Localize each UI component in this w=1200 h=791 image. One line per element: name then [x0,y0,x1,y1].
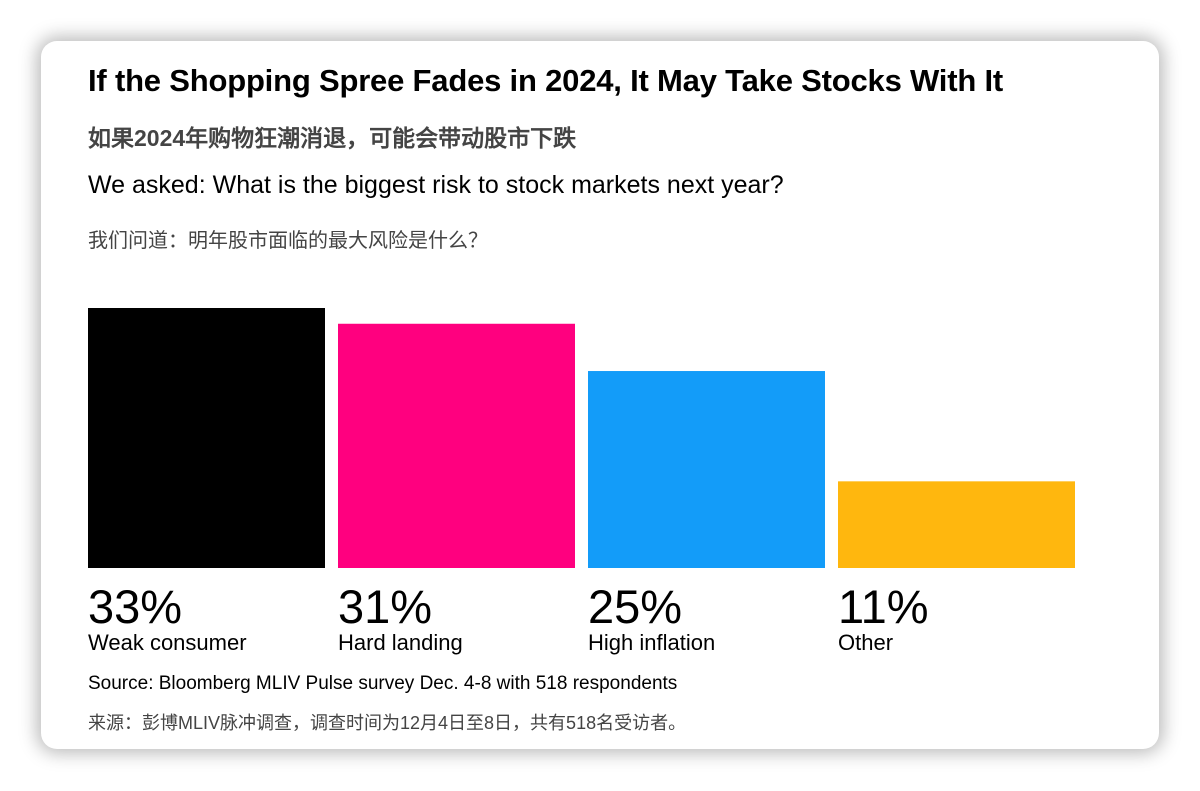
bar-other [838,481,1075,568]
category-label-hard-landing: Hard landing [338,630,463,655]
category-label-other: Other [838,630,893,655]
bar-high-inflation [588,371,825,568]
chart-title-chinese: 如果2024年购物狂潮消退，可能会带动股市下跌 [88,125,577,151]
value-label-weak-consumer: 33% [88,580,182,633]
value-label-other: 11% [838,580,929,633]
category-label-high-inflation: High inflation [588,630,715,655]
category-label-weak-consumer: Weak consumer [88,630,247,655]
value-label-hard-landing: 31% [338,580,432,633]
value-label-high-inflation: 25% [588,580,682,633]
survey-question-chinese: 我们问道：明年股市面临的最大风险是什么？ [88,230,488,252]
chart-title: If the Shopping Spree Fades in 2024, It … [88,63,1004,98]
bar-weak-consumer [88,308,325,568]
source-note: Source: Bloomberg MLIV Pulse survey Dec.… [88,673,678,694]
survey-question: We asked: What is the biggest risk to st… [88,171,784,199]
source-note-chinese: 来源：彭博MLIV脉冲调查，调查时间为12月4日至8日，共有518名受访者。 [88,713,687,733]
bar-chart: 33%Weak consumer 31%Hard landing 25%High i… [88,308,1075,655]
chart-card: If the Shopping Spree Fades in 2024, It … [41,41,1159,749]
bar-hard-landing [338,323,575,568]
